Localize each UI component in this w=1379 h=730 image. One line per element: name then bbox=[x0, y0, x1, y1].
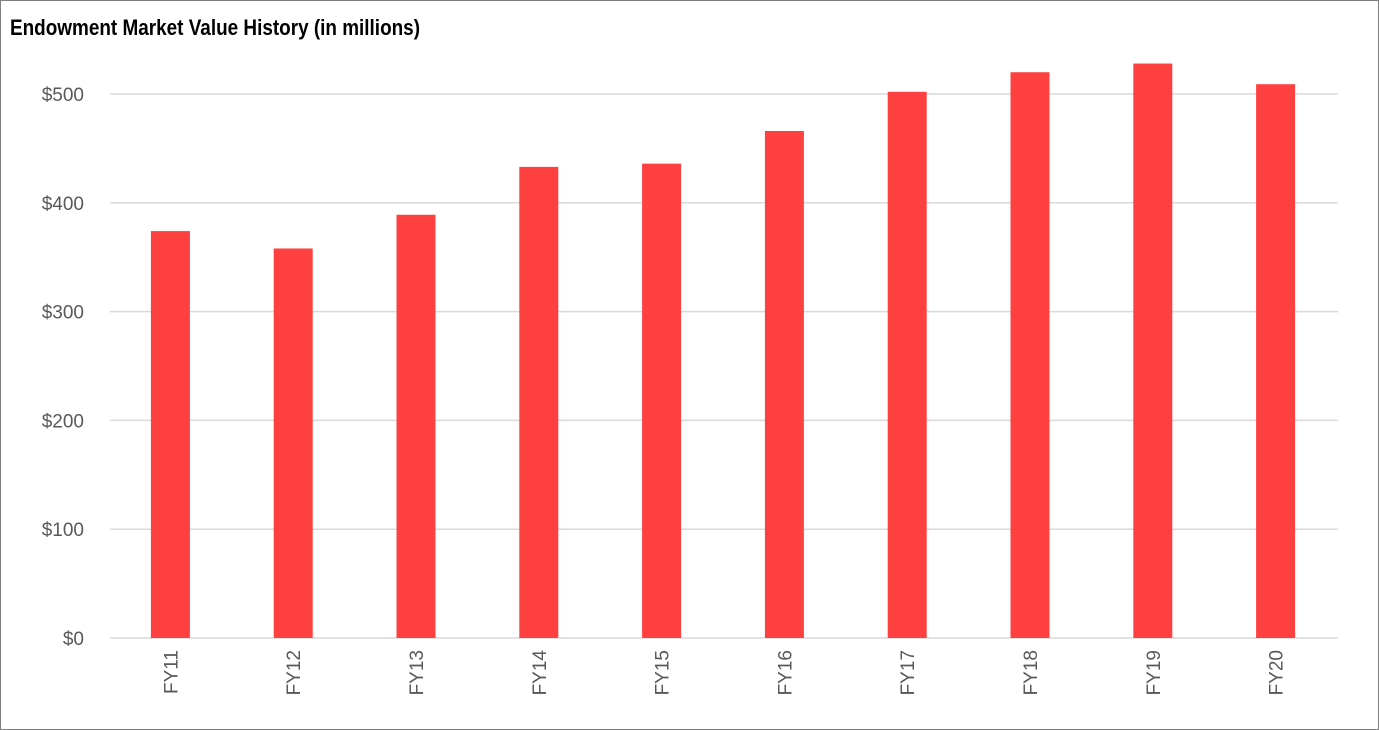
bar-fy20 bbox=[1256, 84, 1296, 638]
x-tick-label: FY15 bbox=[653, 650, 674, 695]
x-tick-label: FY19 bbox=[1144, 650, 1165, 695]
bar-fy15 bbox=[642, 163, 682, 638]
y-tick-label: $0 bbox=[63, 629, 84, 650]
bar-fy14 bbox=[519, 166, 559, 638]
y-axis-ticks: $0 $100 $200 $300 $400 $500 bbox=[42, 85, 84, 650]
bar-fy17 bbox=[887, 91, 927, 639]
bar-fy16 bbox=[764, 130, 804, 638]
bar-fy11 bbox=[150, 231, 190, 638]
y-tick-label: $300 bbox=[42, 303, 84, 324]
x-tick-label: FY13 bbox=[407, 650, 428, 695]
bars bbox=[150, 63, 1296, 639]
bar-fy19 bbox=[1133, 63, 1173, 638]
x-tick-label: FY12 bbox=[284, 650, 305, 695]
x-tick-label: FY20 bbox=[1267, 650, 1288, 695]
x-tick-label: FY16 bbox=[775, 650, 796, 695]
x-tick-label: FY14 bbox=[530, 650, 551, 696]
y-tick-label: $400 bbox=[42, 194, 84, 215]
y-tick-label: $500 bbox=[42, 85, 84, 106]
x-tick-label: FY11 bbox=[161, 650, 182, 694]
y-tick-label: $100 bbox=[42, 520, 84, 541]
y-tick-label: $200 bbox=[42, 411, 84, 432]
bar-fy12 bbox=[273, 248, 313, 638]
bar-fy13 bbox=[396, 214, 436, 638]
bar-fy18 bbox=[1010, 72, 1050, 639]
x-tick-label: FY17 bbox=[898, 650, 919, 695]
chart-title: Endowment Market Value History (in milli… bbox=[10, 15, 421, 40]
x-axis-ticks: FY11 FY12 FY13 FY14 FY15 FY16 FY17 FY18 FY19 FY20 bbox=[161, 650, 1287, 696]
x-tick-label: FY18 bbox=[1021, 650, 1042, 695]
